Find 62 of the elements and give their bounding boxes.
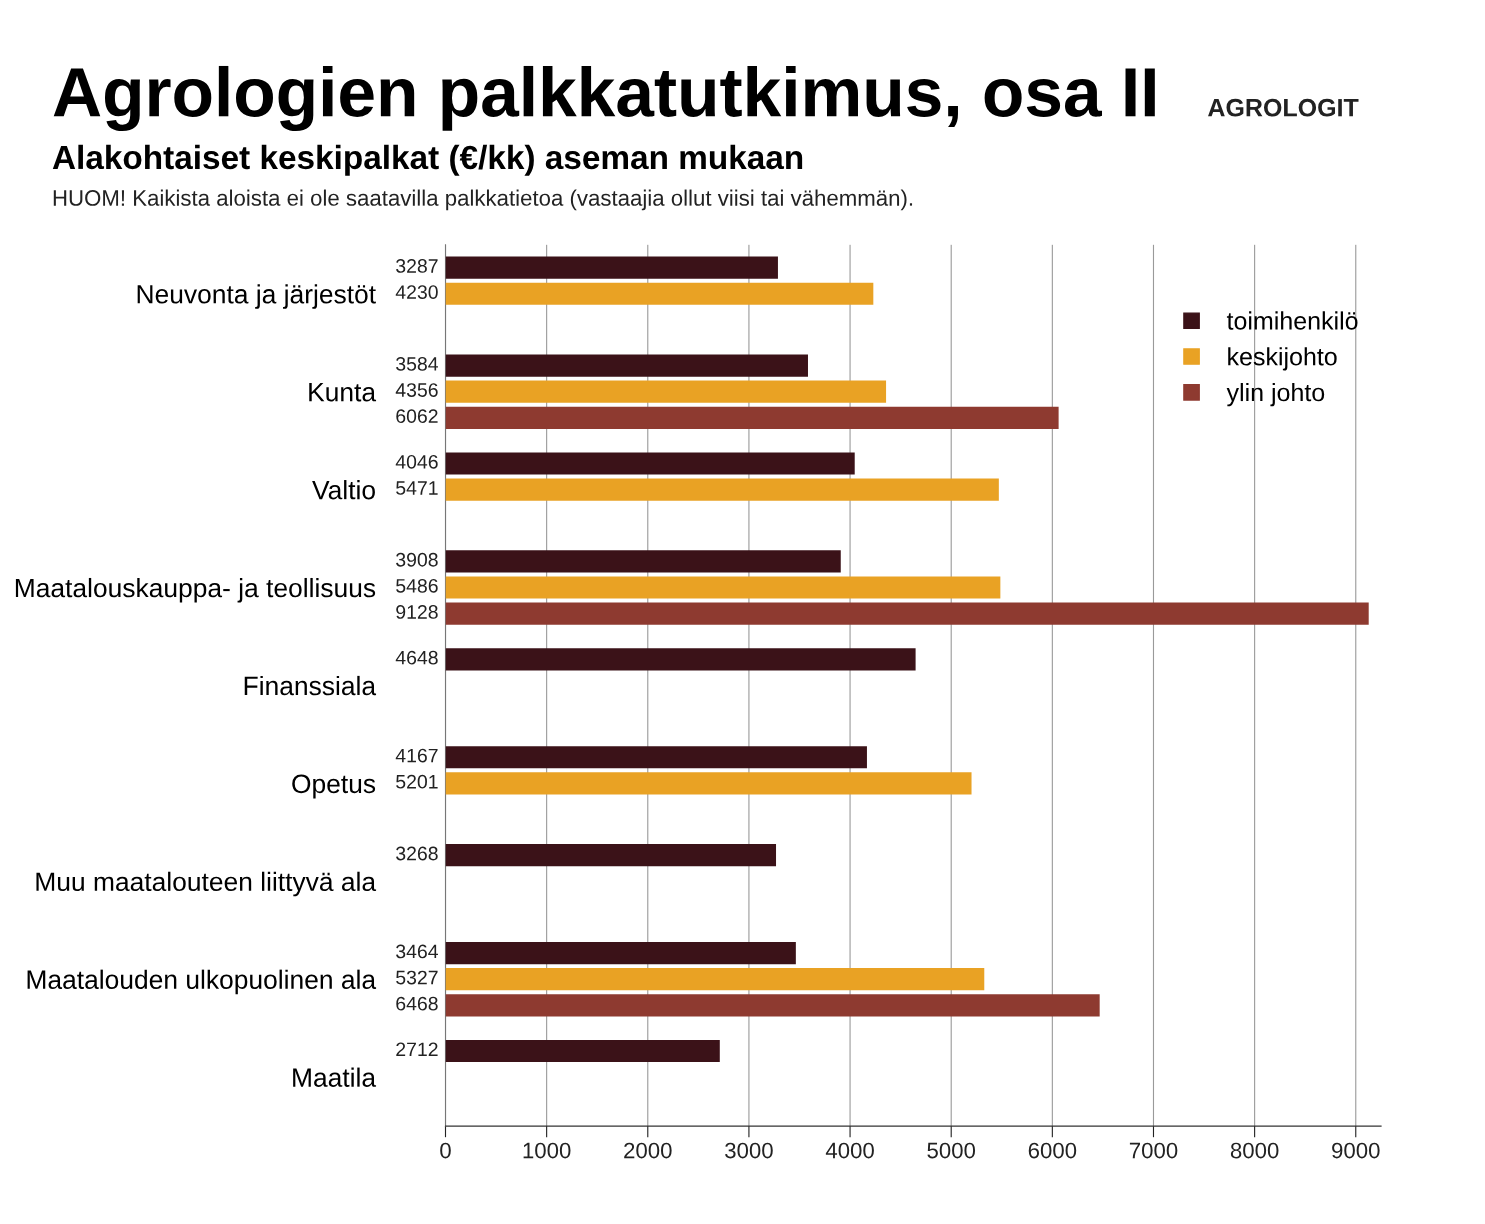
data-label: 6062 (396, 409, 438, 424)
data-label: 4648 (395, 650, 438, 665)
bar (445, 478, 999, 501)
data-label: 5471 (396, 481, 438, 495)
x-tick-label: 6000 (1028, 1142, 1077, 1159)
bar (445, 406, 1059, 429)
data-label: 4167 (395, 748, 438, 763)
data-label: 3584 (396, 357, 438, 371)
chart-subtitle: Alakohtaiset keskipalkat (€/kk) aseman mukaan (52, 144, 803, 176)
bar (445, 354, 808, 377)
data-label: 5201 (396, 774, 438, 789)
y-tick-label: Opetus (292, 774, 376, 799)
data-label: 6468 (396, 996, 438, 1011)
y-tick-label: Neuvonta ja järjestöt (137, 284, 376, 309)
text: AGROLOGIT (1208, 98, 1359, 117)
legend-label: keskijohto (1228, 347, 1337, 371)
bar (445, 772, 972, 795)
data-label: 3464 (396, 944, 438, 959)
y-tick-label: Maatalouskauppa- ja teollisuus (15, 577, 376, 603)
bar (445, 844, 777, 867)
y-tick-label: Valtio (312, 480, 375, 500)
bar (445, 1039, 720, 1063)
x-tick-label: 3000 (725, 1142, 773, 1159)
data-label: 4046 (395, 454, 438, 469)
x-tick-label: 5000 (927, 1142, 976, 1159)
bar (445, 648, 916, 671)
bar (445, 282, 874, 305)
legend-label: ylin johto (1226, 382, 1325, 407)
bar (445, 256, 778, 279)
bar (445, 968, 985, 991)
x-tick-label: 8000 (1230, 1142, 1279, 1159)
data-label: 3268 (396, 846, 438, 861)
bar (445, 452, 855, 475)
data-label: 3908 (396, 552, 438, 567)
bar (445, 550, 841, 573)
x-tick-label: 1000 (523, 1142, 571, 1159)
x-tick-label: 0 (440, 1142, 451, 1159)
data-label: 9128 (396, 605, 438, 619)
bar (445, 602, 1369, 625)
data-label: 2712 (396, 1042, 438, 1057)
x-tick-label: 7000 (1129, 1142, 1178, 1159)
data-label: 5327 (396, 970, 438, 985)
data-label: 3287 (396, 259, 438, 273)
y-tick-label: Maatila (293, 1067, 377, 1087)
bar (445, 576, 1001, 599)
data-label: 4356 (395, 383, 438, 397)
bar (445, 994, 1100, 1017)
x-tick-label: 4000 (825, 1142, 874, 1159)
y-tick-label: Muu maatalouteen liittyvä ala (36, 871, 377, 897)
data-label: 4230 (395, 285, 438, 299)
bar (445, 746, 867, 769)
text: HUOM! Kaikista aloista ei ole saatavilla palkkatietoa (vastaajia ollut viisi tai vähemmän). (53, 189, 913, 211)
y-tick-label: Finanssiala (244, 675, 377, 696)
chart-title: Agrologien palkkatutkimus, osa II (53, 65, 1155, 131)
y-tick-label: Kunta (309, 383, 377, 402)
legend-label: toimihenkilö (1226, 311, 1358, 330)
bar (445, 380, 887, 403)
data-label: 5486 (396, 578, 438, 593)
bar (445, 941, 796, 965)
x-tick-label: 2000 (624, 1142, 672, 1159)
y-tick-label: Maatalouden ulkopuolinen ala (27, 969, 377, 995)
x-tick-label: 9000 (1332, 1142, 1380, 1159)
